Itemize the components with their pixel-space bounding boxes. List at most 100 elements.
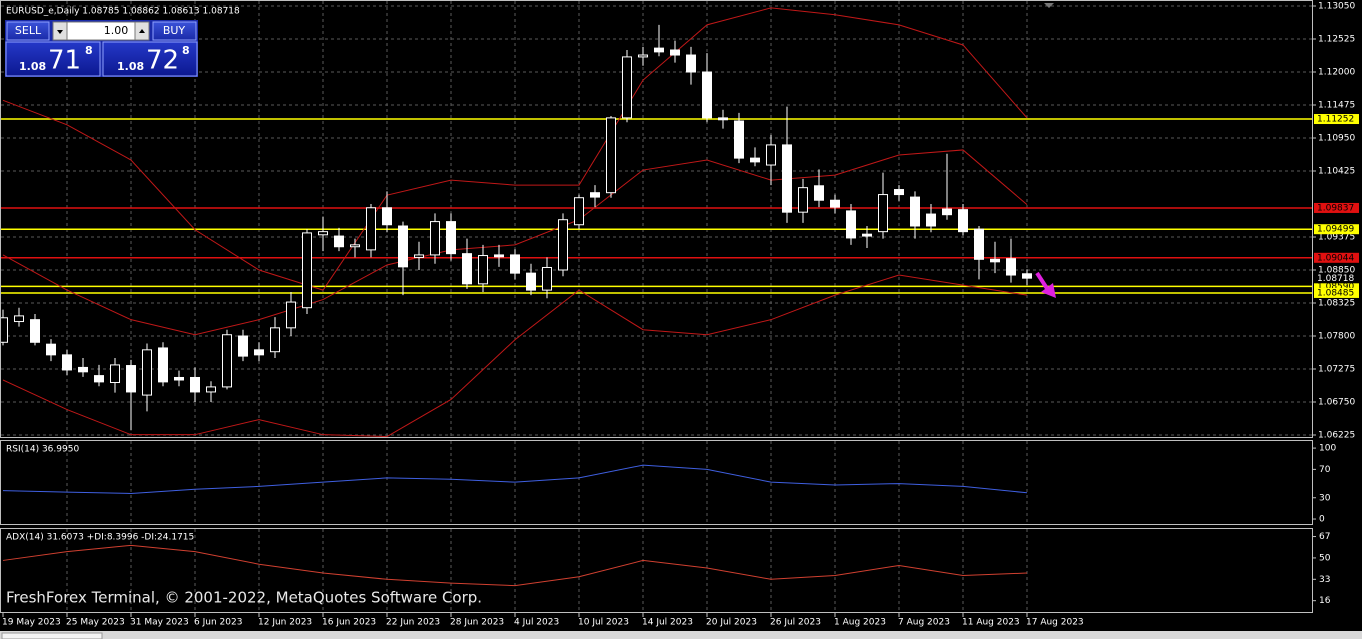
candle-body [254,349,264,356]
candle-body [430,221,440,256]
candle-body [46,343,56,356]
candle-body [638,54,648,58]
candle-body [1,317,8,343]
candle-body [510,254,520,274]
candle-body [110,364,120,384]
price-tick-label: 1.08850 [1318,266,1355,276]
lot-text: 1.00 [104,24,129,37]
last-price-bg [1314,273,1359,284]
candle-body [798,187,808,213]
level-label-bg [1314,281,1359,292]
level-label-bg [1314,114,1359,125]
adx-label: ADX(14) 31.6073 +DI:8.3996 -DI:24.1715 [6,533,194,543]
price-tick-label: 1.12000 [1318,68,1355,78]
candle-body [670,49,680,56]
level-label: 1.08590 [1317,282,1354,292]
rsi-panel [0,440,1313,525]
price-tick-label: 1.07800 [1318,332,1355,342]
price-tick-label: 1.10425 [1318,167,1355,177]
candle-body [334,235,344,248]
tab-bar [0,631,1362,639]
candle-body [286,301,296,329]
bid-prefix: 1.08 [19,60,46,73]
candle-body [94,375,104,383]
rsi-tick-label: 0 [1319,515,1325,525]
shift-marker [1044,3,1054,8]
candle-body [574,197,584,226]
candle-body [686,54,696,73]
main-panel [0,0,1313,438]
candle-body [846,210,856,239]
candle-body [366,207,376,251]
candle-body [142,349,152,396]
price-tick-label: 1.09375 [1318,233,1355,243]
level-label-bg [1314,252,1359,263]
candle-body [990,258,1000,263]
up-arrow [139,29,145,33]
candle-body [414,254,424,258]
candle-body [190,376,200,393]
candle-body [206,386,216,393]
rsi-label: RSI(14) 36.9950 [6,445,79,455]
candle-body [462,253,472,285]
candle-body [590,192,600,198]
price-tick-label: 1.11475 [1318,101,1355,111]
date-label: 31 May 2023 [130,618,189,628]
ask-box[interactable] [102,41,198,77]
level-label: 1.11252 [1317,115,1354,125]
ask-prefix: 1.08 [117,60,144,73]
price-tick-label: 1.12525 [1318,35,1355,45]
candle-body [302,232,312,309]
date-label: 20 Jul 2023 [706,618,757,628]
price-tick-label: 1.06225 [1318,431,1355,441]
candle-body [350,244,360,248]
candle-body [78,366,88,373]
level-label: 1.09837 [1317,203,1354,213]
candle-body [238,335,248,357]
price-tick-label: 1.07275 [1318,365,1355,375]
candle-body [702,71,712,119]
date-label: 22 Jun 2023 [386,618,440,628]
level-label-bg [1314,224,1359,235]
candle-body [910,196,920,227]
candle-body [126,365,136,393]
date-label: 19 May 2023 [2,618,61,628]
candle-body [1022,273,1032,279]
buy-button[interactable] [152,21,197,41]
date-label: 25 May 2023 [66,618,125,628]
date-label: 6 Jun 2023 [194,618,242,628]
candle-body [158,347,168,383]
candle-body [14,315,24,323]
candle-body [894,189,904,196]
date-label: 16 Jun 2023 [322,618,376,628]
bid-box[interactable] [5,41,101,77]
bollinger-middle [2,149,1028,336]
adx-tick-label: 67 [1319,532,1330,542]
rsi-line [2,464,1028,494]
buy-text: BUY [163,24,186,37]
price-tick-label: 1.06750 [1318,398,1355,408]
level-label: 1.08485 [1317,288,1354,298]
bid-small: 8 [85,44,93,57]
chart-tab[interactable] [1,632,103,639]
candle-body [526,272,536,291]
date-label: 17 Aug 2023 [1026,618,1084,628]
candle-body [766,144,776,166]
adx-tick-label: 50 [1319,553,1331,563]
date-label: 12 Jun 2023 [258,618,312,628]
date-label: 11 Aug 2023 [962,618,1020,628]
candle-body [446,221,456,255]
sell-button[interactable] [6,21,50,41]
candle-body [270,327,280,353]
trade-panel: SELL 1.00 BUY 1.08 71 8 1.08 72 8 [5,20,198,77]
candle-body [782,144,792,213]
level-label: 1.09499 [1317,225,1354,235]
ask-big: 72 [146,46,179,76]
candle-body [318,231,328,236]
sell-text: SELL [15,24,42,37]
bollinger-lower [2,274,1028,437]
candle-body [1006,258,1016,276]
candle-body [814,185,824,201]
candle-body [558,219,568,271]
